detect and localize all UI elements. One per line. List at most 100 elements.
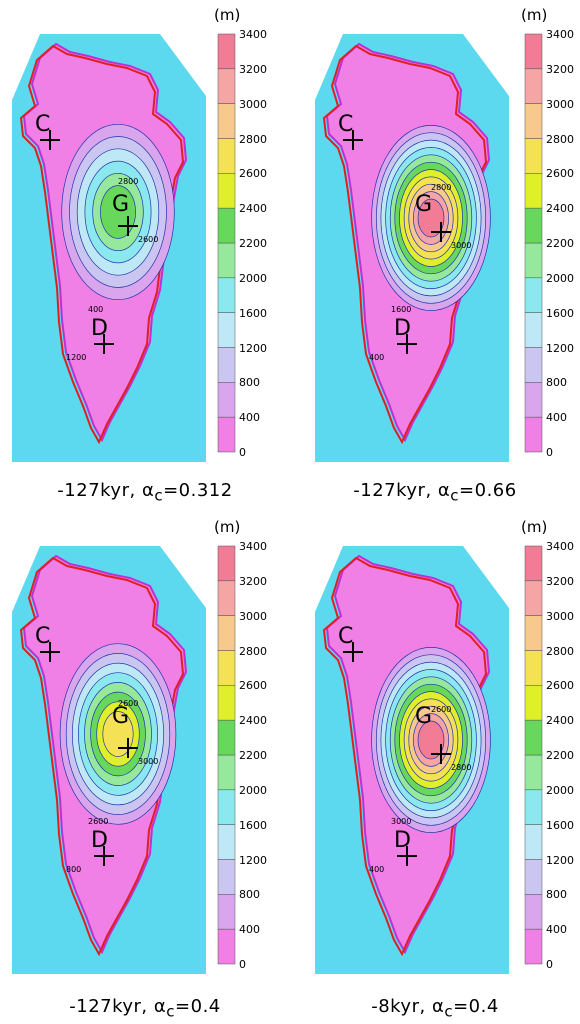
colorbar-tick-label: 3200 xyxy=(239,62,267,76)
colorbar-segment xyxy=(524,928,543,965)
colorbar-tick-label: 3400 xyxy=(546,28,574,41)
colorbar-unit: (m) xyxy=(521,6,548,24)
panel-caption-2: -127kyr, αc=0.66 xyxy=(353,480,517,505)
colorbar-segment xyxy=(217,824,236,860)
colorbar-tick-label: 0 xyxy=(546,958,553,971)
colorbar-tick-label: 3000 xyxy=(546,609,574,623)
contour-label: 400 xyxy=(369,353,384,362)
colorbar-tick-label: 3400 xyxy=(239,28,267,41)
colorbar-tick-label: 2000 xyxy=(546,271,574,285)
colorbar-segment xyxy=(217,789,236,825)
colorbar-tick-label: 2400 xyxy=(546,202,574,216)
present-day-margin xyxy=(19,44,185,445)
colorbar-tick-label: 0 xyxy=(546,446,553,459)
ice-thickness-map-1: 2800 2600 400 1200 xyxy=(12,33,236,462)
colorbar-tick-label: 2400 xyxy=(546,714,574,728)
colorbar-segment xyxy=(524,103,543,139)
present-day-margin xyxy=(322,44,488,445)
colorbar-segment xyxy=(524,68,543,104)
colorbar-segment xyxy=(524,347,543,383)
colorbar-tick-label: 0 xyxy=(239,446,246,459)
map-panel-2: 2800 3000 1600 400 (m) 3400 3200 3000 2800 2600… xyxy=(290,0,580,512)
colorbar-tick-label: 800 xyxy=(546,376,567,390)
contour-label: 1200 xyxy=(66,353,86,362)
contour-label: 400 xyxy=(369,865,384,874)
contour-label: 2800 xyxy=(118,177,138,186)
colorbar-unit: (m) xyxy=(521,518,548,536)
colorbar-tick-label: 2200 xyxy=(239,749,267,762)
site-label-g: G xyxy=(415,704,433,729)
colorbar-segment xyxy=(524,719,543,756)
contour-label: 3000 xyxy=(391,817,411,826)
colorbar-tick-label: 0 xyxy=(239,958,246,971)
colorbar-segment xyxy=(524,33,543,70)
site-label-d: D xyxy=(91,828,108,853)
colorbar-segment xyxy=(524,173,543,209)
contour-label: 400 xyxy=(88,305,103,314)
site-label-d: D xyxy=(394,316,411,341)
colorbar-segment xyxy=(524,859,543,895)
map-panel-4: 2600 2800 3000 400 (m) 3400 3200 3000 2800 2600… xyxy=(290,512,580,1024)
present-day-margin xyxy=(322,556,488,957)
site-label-c: C xyxy=(338,624,354,649)
contour-label: 2600 xyxy=(88,817,108,826)
colorbar-segment xyxy=(524,650,543,686)
colorbar-segment xyxy=(217,138,236,174)
site-marker xyxy=(397,846,417,866)
colorbar-segment xyxy=(524,207,543,244)
contour-label: 3000 xyxy=(451,241,471,250)
contour-label: 2600 xyxy=(431,705,451,714)
map-panel-1: 2800 2600 400 1200 (m) 3400 3200 3000 2800 2600… xyxy=(0,0,290,512)
ice-thickness-map-3: 2600 3000 2600 800 xyxy=(12,545,236,974)
site-marker xyxy=(343,642,363,662)
colorbar-segment xyxy=(217,312,236,348)
site-label-c: C xyxy=(35,624,51,649)
colorbar-segment xyxy=(524,242,543,279)
site-marker xyxy=(118,738,138,758)
present-day-margin xyxy=(19,556,185,957)
contour-label: 3000 xyxy=(138,757,158,766)
colorbar-tick-label: 1600 xyxy=(546,818,574,832)
site-marker xyxy=(431,744,451,764)
colorbar-tick-label: 3200 xyxy=(546,574,574,588)
colorbar-tick-label: 1200 xyxy=(546,853,574,867)
thickness-contour xyxy=(102,711,134,757)
colorbar-tick-label: 2200 xyxy=(239,237,267,250)
colorbar-tick-label: 400 xyxy=(239,411,260,425)
colorbar-segment xyxy=(217,207,236,244)
colorbar-tick-label: 1600 xyxy=(546,306,574,320)
thickness-contour xyxy=(417,198,445,238)
landmass: 2600 3000 2600 800 xyxy=(19,554,188,957)
colorbar-tick-label: 2200 xyxy=(546,237,574,250)
colorbar-tick-label: 2000 xyxy=(546,783,574,797)
colorbar-tick-label: 2600 xyxy=(546,679,574,693)
contour-label: 2800 xyxy=(431,183,451,192)
colorbar-tick-label: 3000 xyxy=(546,97,574,111)
landmass: 2800 2600 400 1200 xyxy=(19,42,188,445)
colorbar-segment xyxy=(217,347,236,383)
colorbar-tick-label: 3200 xyxy=(239,574,267,588)
colorbar-segment xyxy=(217,580,236,616)
colorbar-tick-label: 800 xyxy=(546,888,567,902)
colorbar-tick-label: 2000 xyxy=(239,783,267,797)
colorbar-segment xyxy=(524,685,543,721)
site-label-c: C xyxy=(338,112,354,137)
colorbar-segment xyxy=(524,382,543,418)
colorbar-tick-label: 2600 xyxy=(546,167,574,181)
site-label-d: D xyxy=(394,828,411,853)
colorbar-segment xyxy=(217,242,236,279)
colorbar-segment xyxy=(524,754,543,791)
contour-label: 2600 xyxy=(138,235,158,244)
colorbar-tick-label: 400 xyxy=(546,923,567,937)
colorbar-segment xyxy=(217,103,236,139)
site-marker xyxy=(343,130,363,150)
site-marker xyxy=(431,222,451,242)
colorbar-tick-label: 2000 xyxy=(239,271,267,285)
colorbar-segment xyxy=(524,312,543,348)
colorbar-tick-label: 2600 xyxy=(239,167,267,181)
colorbar-unit: (m) xyxy=(214,6,241,24)
colorbar-segment xyxy=(524,789,543,825)
panel-caption-3: -127kyr, αc=0.4 xyxy=(69,996,221,1021)
colorbar-segment xyxy=(217,754,236,791)
colorbar-tick-label: 2400 xyxy=(239,714,267,728)
